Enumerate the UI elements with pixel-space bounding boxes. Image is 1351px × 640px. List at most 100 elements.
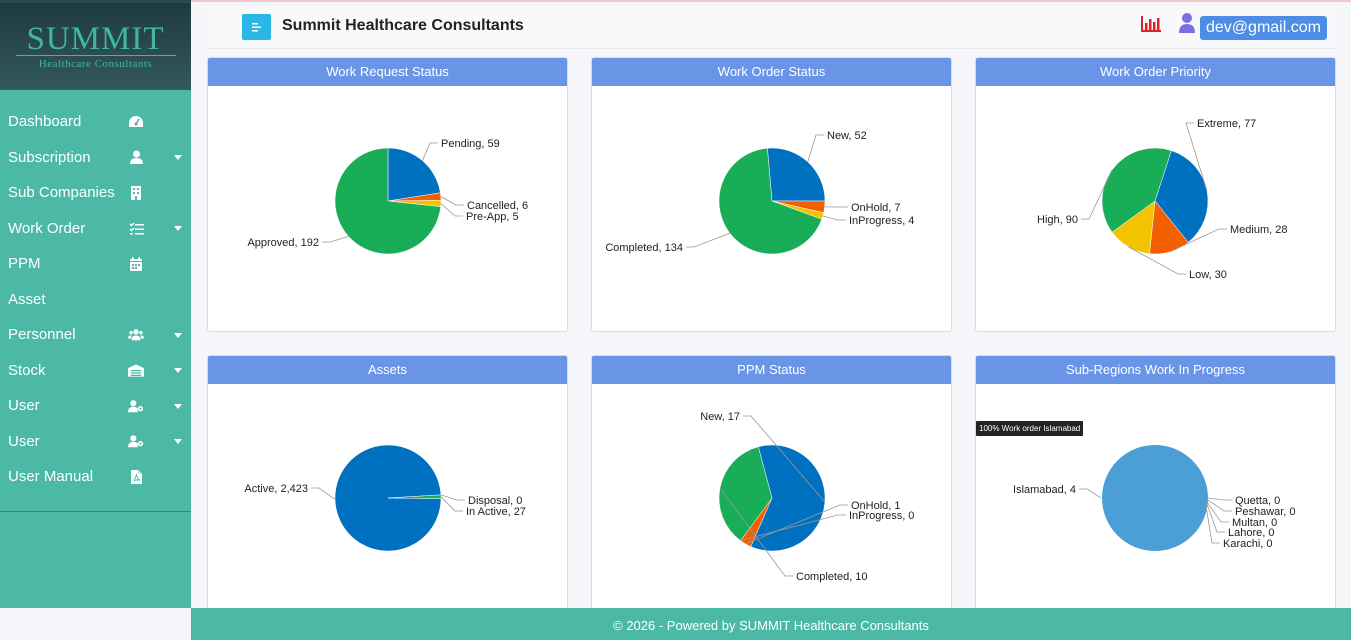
header-bar: Summit Healthcare Consultants dev@gmail.… <box>207 7 1337 49</box>
leader-line <box>422 142 438 161</box>
pie-slice-new[interactable] <box>767 147 826 202</box>
user-cog-icon <box>128 398 144 414</box>
logo-main-text: SUMMIT <box>26 20 165 57</box>
leader-line <box>1207 499 1232 512</box>
sidebar-item-stock[interactable]: Stock <box>0 353 191 389</box>
chevron-down-icon <box>174 439 182 445</box>
pdf-file-icon <box>128 469 144 485</box>
sidebar-item-label: User <box>8 432 40 450</box>
data-label: Islamabad, 4 <box>1013 484 1076 496</box>
leader-line <box>1081 169 1113 220</box>
data-label: Multan, 0 <box>1232 517 1277 529</box>
data-label: Pending, 59 <box>441 138 500 150</box>
sidebar-item-dashboard[interactable]: Dashboard <box>0 104 191 140</box>
sidebar-item-label: Dashboard <box>8 113 82 131</box>
leader-line <box>1185 122 1208 192</box>
sidebar-item-label: Asset <box>8 290 46 308</box>
leader-line <box>1128 246 1186 275</box>
data-label: In Active, 27 <box>466 506 526 518</box>
sidebar-nav: Dashboard Subscription Sub Companies Work O… <box>0 104 191 495</box>
leader-line <box>440 196 464 206</box>
card-work-order-status: Work Order Status New, 52 OnHold, 7 InProg… <box>591 57 952 332</box>
user-email[interactable]: dev@gmail.com <box>1200 16 1327 40</box>
logo[interactable]: SUMMIT Healthcare Consultants <box>0 0 191 90</box>
assets-pie-chart: Active, 2,423 Disposal, 0In Active, 27 <box>244 444 526 552</box>
sidebar-item-label: User <box>8 397 40 415</box>
footer: © 2026 - Powered by SUMMIT Healthcare Co… <box>191 608 1351 640</box>
leader-line <box>1207 497 1232 501</box>
user-cog-icon <box>128 433 144 449</box>
data-label: Approved, 192 <box>247 237 319 249</box>
leader-line <box>807 134 824 163</box>
sidebar-item-user[interactable]: User <box>0 388 191 424</box>
sidebar-item-user-manual[interactable]: User Manual <box>0 459 191 495</box>
top-accent-line <box>191 0 1351 2</box>
chevron-down-icon <box>174 368 182 374</box>
leader-line <box>1206 501 1229 523</box>
card-work-order-priority: Work Order Priority Extreme, 77 Medium, 2… <box>975 57 1336 332</box>
sidebar-item-asset[interactable]: Asset <box>0 282 191 318</box>
chevron-down-icon <box>174 226 182 232</box>
data-label: Completed, 10 <box>796 571 868 583</box>
leader-line <box>743 415 826 503</box>
data-label: InProgress, 4 <box>849 215 914 227</box>
sidebar-item-user[interactable]: User <box>0 424 191 460</box>
dashboard-icon <box>128 114 144 130</box>
data-label: Low, 30 <box>1189 269 1227 281</box>
task-list-icon <box>128 220 144 236</box>
leader-line <box>719 487 793 577</box>
sidebar-item-label: User Manual <box>8 468 94 486</box>
sidebar-item-subscription[interactable]: Subscription <box>0 140 191 176</box>
leader-line <box>740 514 846 541</box>
sidebar-item-label: Subscription <box>8 148 91 166</box>
user-icon[interactable] <box>1178 12 1196 34</box>
leader-line <box>311 487 336 500</box>
leader-line <box>822 215 846 221</box>
leader-line <box>686 232 731 248</box>
sidebar-item-work-order[interactable]: Work Order <box>0 211 191 247</box>
menu-icon <box>251 22 261 31</box>
menu-toggle-button[interactable] <box>242 14 271 40</box>
data-label: Peshawar, 0 <box>1235 506 1296 518</box>
leader-line <box>1169 228 1227 253</box>
data-label: OnHold, 1 <box>851 500 901 512</box>
sidebar-item-personnel[interactable]: Personnel <box>0 317 191 353</box>
sidebar-item-ppm[interactable]: PPM <box>0 246 191 282</box>
data-label: InProgress, 0 <box>849 510 914 522</box>
data-label: Pre-App, 5 <box>466 211 519 223</box>
card-ppm-status: PPM Status New, 17 OnHold, 1 InProgress, 0… <box>591 355 952 615</box>
sidebar-item-label: Personnel <box>8 326 76 344</box>
data-label: Completed, 134 <box>605 242 683 254</box>
leader-line <box>440 494 465 501</box>
sidebar-item-label: Sub Companies <box>8 184 115 202</box>
logo-sub-text: Healthcare Consultants <box>38 57 153 70</box>
sidebar-item-sub-companies[interactable]: Sub Companies <box>0 175 191 211</box>
data-label: New, 17 <box>700 411 740 423</box>
leader-line <box>1206 503 1225 533</box>
data-label: New, 52 <box>827 130 867 142</box>
pie-slice-extreme[interactable] <box>1154 150 1209 243</box>
leader-line <box>440 203 463 217</box>
data-label: Cancelled, 6 <box>467 200 528 212</box>
leader-line <box>440 496 463 512</box>
user-icon <box>128 149 144 165</box>
sidebar-divider <box>0 511 191 512</box>
sidebar-item-label: Work Order <box>8 219 86 237</box>
card-title: PPM Status <box>592 356 951 384</box>
data-label: High, 90 <box>1037 214 1078 226</box>
data-label: Medium, 28 <box>1230 224 1287 236</box>
chevron-down-icon <box>174 155 182 161</box>
pie-slice-islamabad[interactable] <box>1102 445 1208 551</box>
leader-line <box>322 236 349 243</box>
bar-chart-report-icon[interactable] <box>1140 15 1162 33</box>
pie-slice-approved[interactable] <box>334 147 441 255</box>
data-label: OnHold, 7 <box>851 202 901 214</box>
card-title: Work Order Priority <box>976 58 1335 86</box>
data-label: Lahore, 0 <box>1228 527 1274 539</box>
users-icon <box>128 327 144 343</box>
pie-slice-completed[interactable] <box>718 147 823 255</box>
pie-slice-pending[interactable] <box>387 147 441 202</box>
